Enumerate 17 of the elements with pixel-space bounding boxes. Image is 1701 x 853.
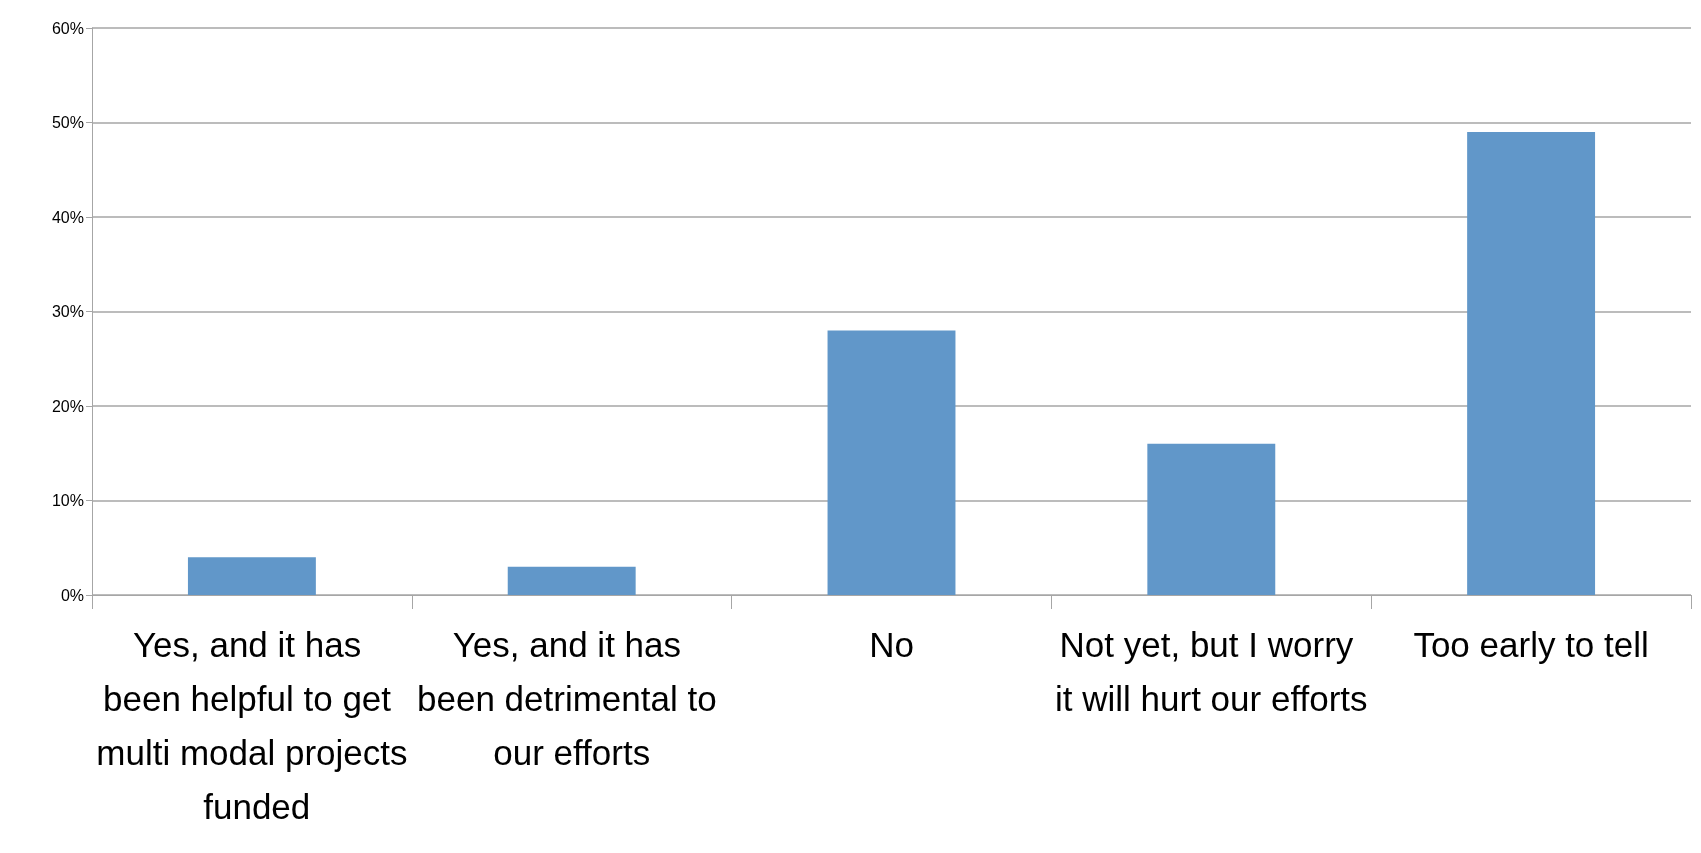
bar [187,557,316,595]
y-tick-label: 0% [60,586,84,604]
y-tick-label: 50% [51,114,84,131]
y-tick-label: 40% [51,208,84,226]
bar [827,330,956,595]
bar [1147,443,1276,595]
bar [507,566,636,595]
x-tick-label: Yes, and it has been detrimental to our efforts [417,624,727,772]
x-tick-label: Too early to tell [1413,624,1649,664]
y-tick-label: 20% [51,397,84,415]
bar [1467,131,1596,595]
y-tick-label: 30% [51,303,84,320]
x-tick-label: No [869,624,914,664]
x-tick-label: Yes, and it has been helpful to get multi modal projects funded [96,624,408,826]
x-tick-label: Not yet, but I worry it will hurt our efforts [1055,624,1368,718]
y-tick-label: 60% [51,19,84,37]
y-tick-label: 10% [51,492,84,509]
